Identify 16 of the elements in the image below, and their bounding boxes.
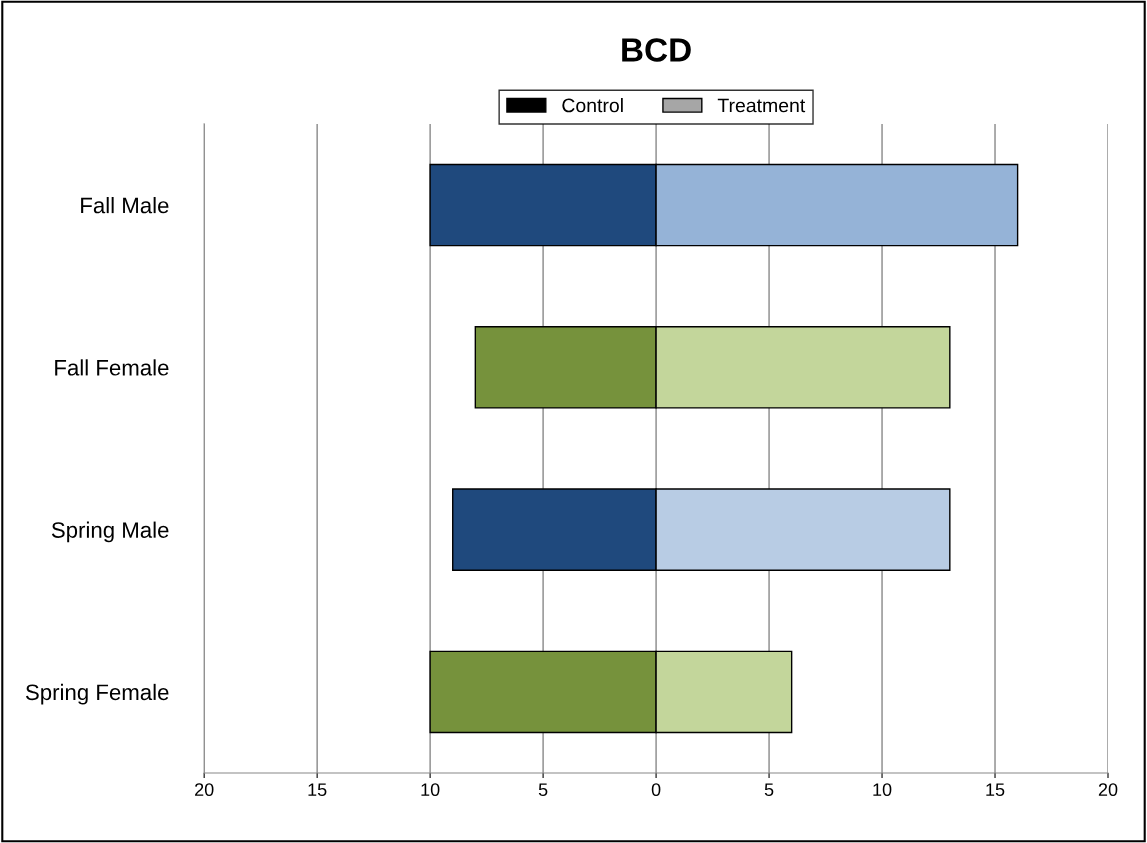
text: Control — [562, 98, 623, 113]
y-tick-label: Fall Female — [55, 359, 169, 376]
x-tick-label: 5 — [764, 783, 774, 797]
chart-title: BCD — [622, 38, 691, 62]
y-tick-label: Fall Male — [81, 197, 169, 214]
x-tick-label: 15 — [308, 783, 327, 797]
x-tick-label: 10 — [873, 783, 892, 797]
y-tick-label: Spring Female — [25, 683, 169, 705]
x-tick-label: 20 — [1098, 783, 1118, 797]
x-tick-label: 20 — [195, 783, 214, 797]
y-tick-label: Spring Male — [51, 521, 169, 543]
x-tick-label: 5 — [538, 783, 548, 797]
x-tick-label: 10 — [421, 783, 440, 797]
text: Treatment — [717, 98, 806, 113]
x-tick-label: 15 — [986, 783, 1005, 797]
x-tick-label: 0 — [651, 783, 661, 797]
